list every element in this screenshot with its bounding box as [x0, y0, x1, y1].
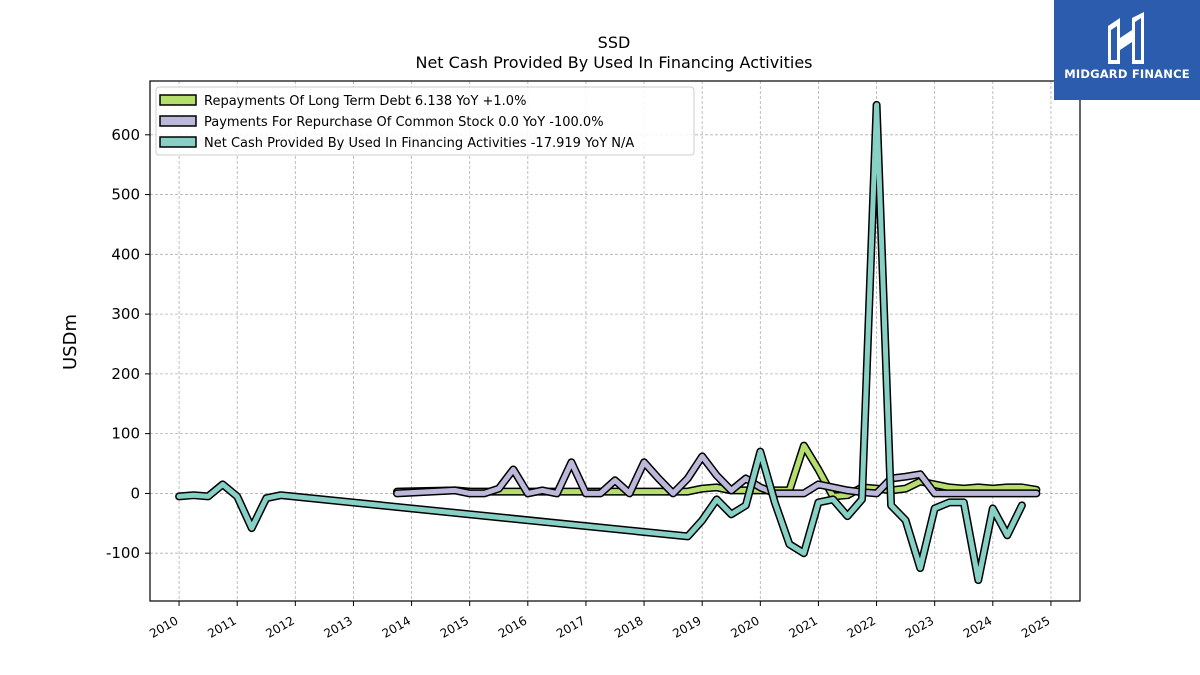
y-tick-label: 0	[130, 484, 140, 502]
chart-subtitle: Net Cash Provided By Used In Financing A…	[415, 53, 812, 72]
y-tick-label: 200	[111, 365, 140, 383]
x-tick-label: 2018	[612, 613, 645, 640]
legend-swatch-2	[159, 136, 197, 148]
x-tick-label: 2012	[263, 613, 296, 640]
x-tick-label: 2010	[147, 613, 180, 640]
x-tick-label: 2022	[845, 613, 878, 640]
x-tick-label: 2013	[321, 613, 354, 640]
x-tick-label: 2019	[670, 613, 703, 640]
y-tick-label: 300	[111, 305, 140, 323]
x-tick-label: 2021	[786, 613, 819, 640]
legend-label-0: Repayments Of Long Term Debt 6.138 YoY +…	[204, 94, 526, 109]
x-tick-label: 2020	[728, 613, 761, 640]
grid-lines	[150, 81, 1080, 601]
y-tick-label: 600	[111, 126, 140, 144]
legend: Repayments Of Long Term Debt 6.138 YoY +…	[155, 86, 695, 156]
legend-label-1: Payments For Repurchase Of Common Stock …	[204, 115, 604, 130]
x-tick-label: 2015	[438, 613, 471, 640]
y-tick-label: 500	[111, 186, 140, 204]
legend-box	[155, 86, 695, 156]
brand-name: MIDGARD FINANCE	[1064, 67, 1190, 81]
midgard-logo-icon	[1108, 12, 1144, 64]
x-tick-label: 2014	[380, 613, 413, 640]
x-tick-label: 2023	[903, 613, 936, 640]
axis-ticks: 2010 2011 2012 2013 2014 2015 2016 2017 2018 2019…	[106, 126, 1052, 641]
legend-swatch-0	[159, 94, 197, 106]
y-tick-label: 400	[111, 245, 140, 263]
series-2-line	[176, 102, 1025, 583]
plot-frame	[149, 80, 1081, 602]
brand-logo: MIDGARD FINANCE	[1054, 0, 1200, 100]
chart-title: SSD	[598, 33, 631, 52]
legend-swatch-1	[159, 115, 197, 127]
series-1-line	[394, 453, 1039, 496]
y-axis-label: USDm	[60, 314, 81, 370]
series-group	[175, 100, 1041, 585]
x-tick-label: 2025	[1019, 613, 1052, 640]
x-tick-label: 2016	[496, 613, 529, 640]
x-tick-label: 2017	[554, 613, 587, 640]
legend-label-2: Net Cash Provided By Used In Financing A…	[204, 136, 634, 151]
y-tick-label: 100	[111, 425, 140, 443]
y-tick-label: -100	[106, 544, 140, 562]
x-tick-label: 2011	[205, 613, 238, 640]
x-tick-label: 2024	[961, 613, 994, 640]
